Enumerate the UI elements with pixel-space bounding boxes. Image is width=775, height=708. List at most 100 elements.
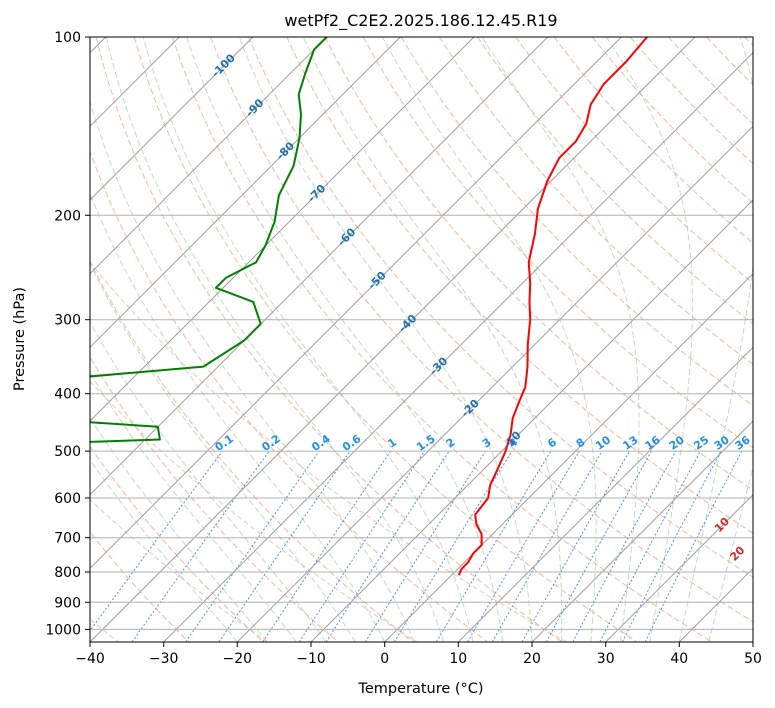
isotherm — [236, 125, 753, 642]
dry-adiabat — [95, 37, 563, 642]
dry-adiabat — [591, 37, 753, 204]
moist-adiabat — [90, 459, 238, 642]
mixing-ratio-line — [262, 450, 392, 642]
line-labels: 0.1 0.2 0.4 0.6 1 1.5 2 3 4 6 8 10 13 16 20 25 30 36-100-… — [209, 51, 775, 579]
x-tick-label: 0 — [380, 651, 389, 667]
x-axis-label: Temperature (°C) — [357, 681, 483, 697]
mixing-ratio-label: 13 — [620, 433, 640, 452]
isotherm — [678, 567, 753, 642]
mixing-ratio-label: 6 — [545, 435, 559, 450]
dry-adiabat — [90, 150, 488, 642]
moist-adiabat — [105, 37, 445, 642]
dry-adiabat — [210, 37, 753, 623]
mixing-ratio-label: 3 — [480, 436, 494, 451]
x-tick-label: −30 — [149, 651, 179, 667]
x-tick-label: 20 — [523, 651, 541, 667]
mixing-ratio-line — [393, 450, 513, 642]
mixing-ratio-line — [644, 450, 743, 642]
moist-adiabat-label: 30 — [756, 559, 775, 579]
isotherm — [384, 272, 753, 642]
dry-adiabat — [362, 37, 753, 449]
mixing-ratio-line — [325, 450, 450, 642]
x-tick-label: −40 — [75, 651, 105, 667]
dry-adiabat — [400, 37, 753, 407]
y-tick-label: 1000 — [45, 622, 81, 638]
y-tick-label: 200 — [54, 208, 81, 224]
mixing-ratio-label: 25 — [691, 433, 711, 452]
y-tick-label: 800 — [54, 565, 81, 581]
moist-adiabat — [678, 37, 753, 642]
moist-adiabat — [142, 37, 474, 642]
dry-adiabat — [90, 259, 414, 642]
y-tick-label: 500 — [54, 444, 81, 460]
y-tick-label: 600 — [54, 491, 81, 507]
y-axis-label: Pressure (hPa) — [12, 287, 28, 391]
moist-adiabat-label: 0 — [765, 423, 775, 438]
moist-adiabat-label: 20 — [727, 543, 747, 563]
mixing-ratio-line — [298, 450, 425, 642]
x-tick-label: 10 — [449, 651, 467, 667]
dry-adiabat — [248, 37, 753, 578]
x-tick-label: −20 — [223, 651, 253, 667]
moist-adiabat — [606, 37, 693, 642]
isotherm — [90, 37, 622, 570]
moist-adiabat — [90, 192, 386, 642]
isotherm-label: -60 — [335, 225, 358, 248]
mixing-ratio-label: 30 — [712, 433, 732, 453]
y-tick-label: 900 — [54, 595, 81, 611]
y-tick-label: 300 — [54, 313, 81, 329]
dry-adiabat — [90, 356, 339, 642]
grid — [90, 37, 753, 642]
x-tick-label: 30 — [597, 651, 615, 667]
dry-adiabat — [324, 37, 753, 491]
moist-adiabat — [481, 37, 640, 642]
x-tick-label: −10 — [296, 651, 326, 667]
profile-line — [457, 37, 648, 576]
background-lines — [90, 37, 753, 642]
isotherm — [531, 420, 753, 642]
isotherm — [90, 37, 254, 201]
chart-title: wetPf2_C2E2.2025.186.12.45.R19 — [284, 11, 557, 31]
y-tick-label: 700 — [54, 531, 81, 547]
mixing-ratio-label: 16 — [643, 433, 663, 453]
mixing-ratio-label: 1 — [385, 436, 399, 451]
mixing-ratio-label: 8 — [574, 436, 588, 451]
dry-adiabat — [90, 445, 264, 642]
reference-curve — [90, 380, 418, 642]
dry-adiabat — [744, 37, 753, 47]
moist-adiabat — [381, 37, 597, 642]
y-tick-label: 100 — [54, 30, 81, 46]
profiles — [90, 37, 648, 576]
moist-adiabat — [186, 37, 503, 642]
isotherm — [163, 51, 753, 642]
isotherm-label: -90 — [243, 96, 266, 119]
axis-ticks: −40 −30 −20 −10 0 10 20 30 40 50 100 200 300 400 500 60… — [45, 30, 762, 667]
isotherm — [310, 199, 753, 642]
moist-adiabat — [90, 371, 297, 642]
mixing-ratio-label: 20 — [667, 433, 687, 453]
mixing-ratio-line — [90, 450, 223, 632]
moist-adiabat — [302, 37, 563, 642]
isotherm — [457, 346, 753, 642]
mixing-ratio-line — [521, 450, 630, 642]
moist-adiabat — [90, 262, 356, 642]
mixing-ratio-line — [545, 450, 653, 642]
mixing-ratio-line — [467, 450, 580, 642]
x-tick-label: 50 — [744, 651, 762, 667]
profile-line — [90, 37, 328, 443]
isotherm — [90, 37, 401, 349]
moist-adiabat — [90, 417, 268, 642]
mixing-ratio-line — [185, 450, 320, 642]
dry-adiabat — [171, 37, 712, 642]
moist-adiabat — [238, 37, 533, 642]
mixing-ratio-line — [572, 450, 677, 642]
mixing-ratio-label: 36 — [733, 433, 753, 453]
dry-adiabat — [133, 37, 638, 642]
mixing-ratio-label: 10 — [593, 433, 613, 453]
isotherm — [90, 37, 328, 275]
dry-adiabat — [286, 37, 753, 534]
x-tick-label: 40 — [670, 651, 688, 667]
mixing-ratio-line — [621, 450, 722, 642]
isotherm — [90, 37, 475, 422]
